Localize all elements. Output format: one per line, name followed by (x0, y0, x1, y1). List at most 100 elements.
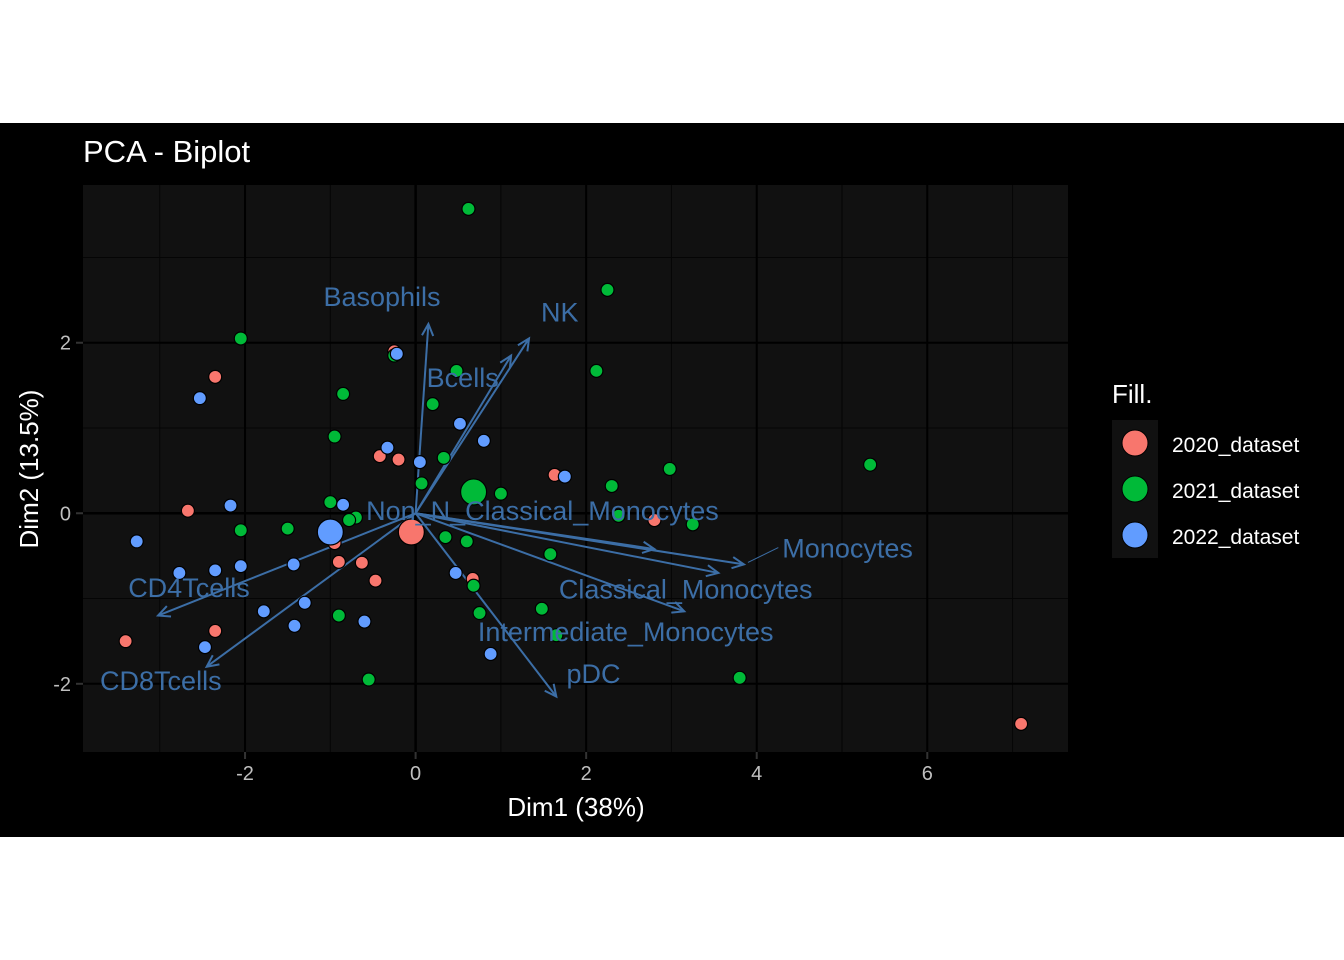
point-2021-dataset (459, 534, 474, 549)
legend-label-2022: 2022_dataset (1172, 526, 1299, 549)
point-2021-dataset (472, 605, 487, 621)
point-2021-dataset (336, 386, 351, 401)
label-classical-monocytes: Classical_Monocytes (559, 575, 813, 605)
point-2021-dataset (662, 461, 677, 477)
grid-major (83, 185, 1068, 752)
point-2021-dataset (233, 331, 248, 346)
point-2022-dataset (452, 416, 468, 431)
point-2020-dataset (208, 369, 223, 384)
variable-labels: Basophils NK Bcells Non_N_Classical_Monocyt… (100, 282, 913, 696)
label-pdc: pDC (567, 659, 621, 689)
point-2021-dataset (327, 429, 342, 444)
axis-ticks (76, 341, 929, 759)
point-2021-dataset (604, 478, 619, 494)
point-2021-dataset (323, 495, 338, 510)
point-2020-dataset (208, 623, 223, 639)
plot-panel (83, 185, 1068, 752)
arrow-pdc (414, 512, 558, 698)
arrowhead-nk (517, 336, 531, 352)
point-2021-dataset (732, 670, 747, 685)
y-tick-label: -2 (53, 674, 71, 696)
arrowhead-cd8tcells (204, 654, 220, 669)
x-tick-label: 4 (751, 763, 762, 785)
label-nk: NK (541, 297, 579, 327)
data-points (118, 201, 1029, 731)
point-2022-dataset (448, 565, 463, 581)
legend-title: Fill. (1112, 379, 1152, 409)
tick-labels: -2 0 2 4 6 -2 0 2 (53, 333, 933, 785)
point-2022-dataset (233, 559, 248, 574)
arrowhead-monocytes (731, 556, 747, 570)
label-monocytes: Monocytes (782, 534, 913, 564)
point-2022-dataset (357, 614, 372, 629)
arrow-intermediate-monocytes (415, 512, 719, 574)
legend-key-2021 (1121, 475, 1149, 503)
arrow-classical-monocytes (415, 512, 685, 613)
arrowhead-basophils (421, 321, 435, 337)
point-2022-dataset (557, 469, 572, 484)
group-centroids (316, 478, 488, 546)
label-basophils: Basophils (323, 282, 440, 312)
arrow-cd8tcells (206, 512, 417, 668)
point-2021-dataset (425, 397, 440, 412)
arrowhead-classical-monocytes (671, 601, 687, 614)
point-2022-dataset (256, 604, 271, 619)
centroid-2020-dataset (397, 518, 425, 546)
point-2022-dataset (476, 433, 491, 448)
point-2022-dataset (380, 440, 395, 455)
point-2021-dataset (600, 282, 615, 297)
point-2022-dataset (172, 565, 187, 581)
point-2021-dataset (341, 512, 357, 528)
arrowhead-bcells (499, 353, 513, 369)
label-cd4tcells: CD4Tcells (128, 573, 250, 603)
arrowhead-non-n-classical-monocytes (641, 540, 657, 554)
label-intermediate-monocytes: Intermediate_Monocytes (478, 617, 774, 647)
x-tick-label: 0 (410, 763, 421, 785)
label-bcells: Bcells (427, 363, 499, 393)
x-tick-label: 6 (922, 763, 933, 785)
point-2021-dataset (436, 450, 451, 465)
arrowhead-cd4tcells (155, 605, 172, 618)
point-2020-dataset (180, 503, 195, 518)
label-cd8tcells: CD8Tcells (100, 666, 222, 696)
arrow-monocytes (415, 512, 745, 566)
centroid-2022-dataset (316, 518, 344, 546)
point-2022-dataset (208, 563, 223, 578)
legend-key-2022 (1121, 521, 1149, 549)
point-2021-dataset (466, 578, 481, 593)
variable-arrows (155, 321, 747, 699)
arrowhead-intermediate-monocytes (705, 564, 721, 578)
y-tick-label: 0 (60, 503, 71, 525)
y-axis-title: Dim2 (13.5%) (14, 390, 44, 549)
point-2020-dataset (368, 573, 383, 588)
point-2020-dataset (118, 634, 133, 649)
point-2021-dataset (863, 457, 878, 472)
point-2021-dataset (543, 547, 558, 562)
point-2022-dataset (223, 498, 238, 513)
point-2021-dataset (549, 628, 564, 643)
point-2022-dataset (389, 346, 404, 361)
point-2020-dataset (647, 512, 662, 528)
point-2022-dataset (412, 455, 427, 470)
point-2021-dataset (361, 672, 376, 687)
point-2022-dataset (483, 646, 498, 662)
point-2020-dataset (331, 554, 346, 569)
point-2020-dataset (354, 555, 369, 570)
label-leader-monocytes (747, 547, 779, 563)
point-2021-dataset (611, 508, 626, 523)
legend: Fill. 2020_dataset 2021_dataset 2022_dat… (1112, 379, 1299, 558)
label-non-n-classical-monocytes: Non_N_Classical_Monocytes (366, 496, 719, 526)
point-2021-dataset (233, 523, 248, 538)
x-tick-label: -2 (236, 763, 254, 785)
point-2021-dataset (589, 363, 604, 378)
x-tick-label: 2 (581, 763, 592, 785)
point-2021-dataset (493, 486, 508, 501)
centroid-2021-dataset (459, 478, 488, 506)
point-2022-dataset (197, 640, 213, 655)
point-2021-dataset (414, 476, 429, 491)
chart-title: PCA - Biplot (83, 134, 251, 169)
point-2021-dataset (685, 517, 700, 532)
point-2022-dataset (129, 534, 144, 549)
legend-label-2021: 2021_dataset (1172, 480, 1299, 503)
